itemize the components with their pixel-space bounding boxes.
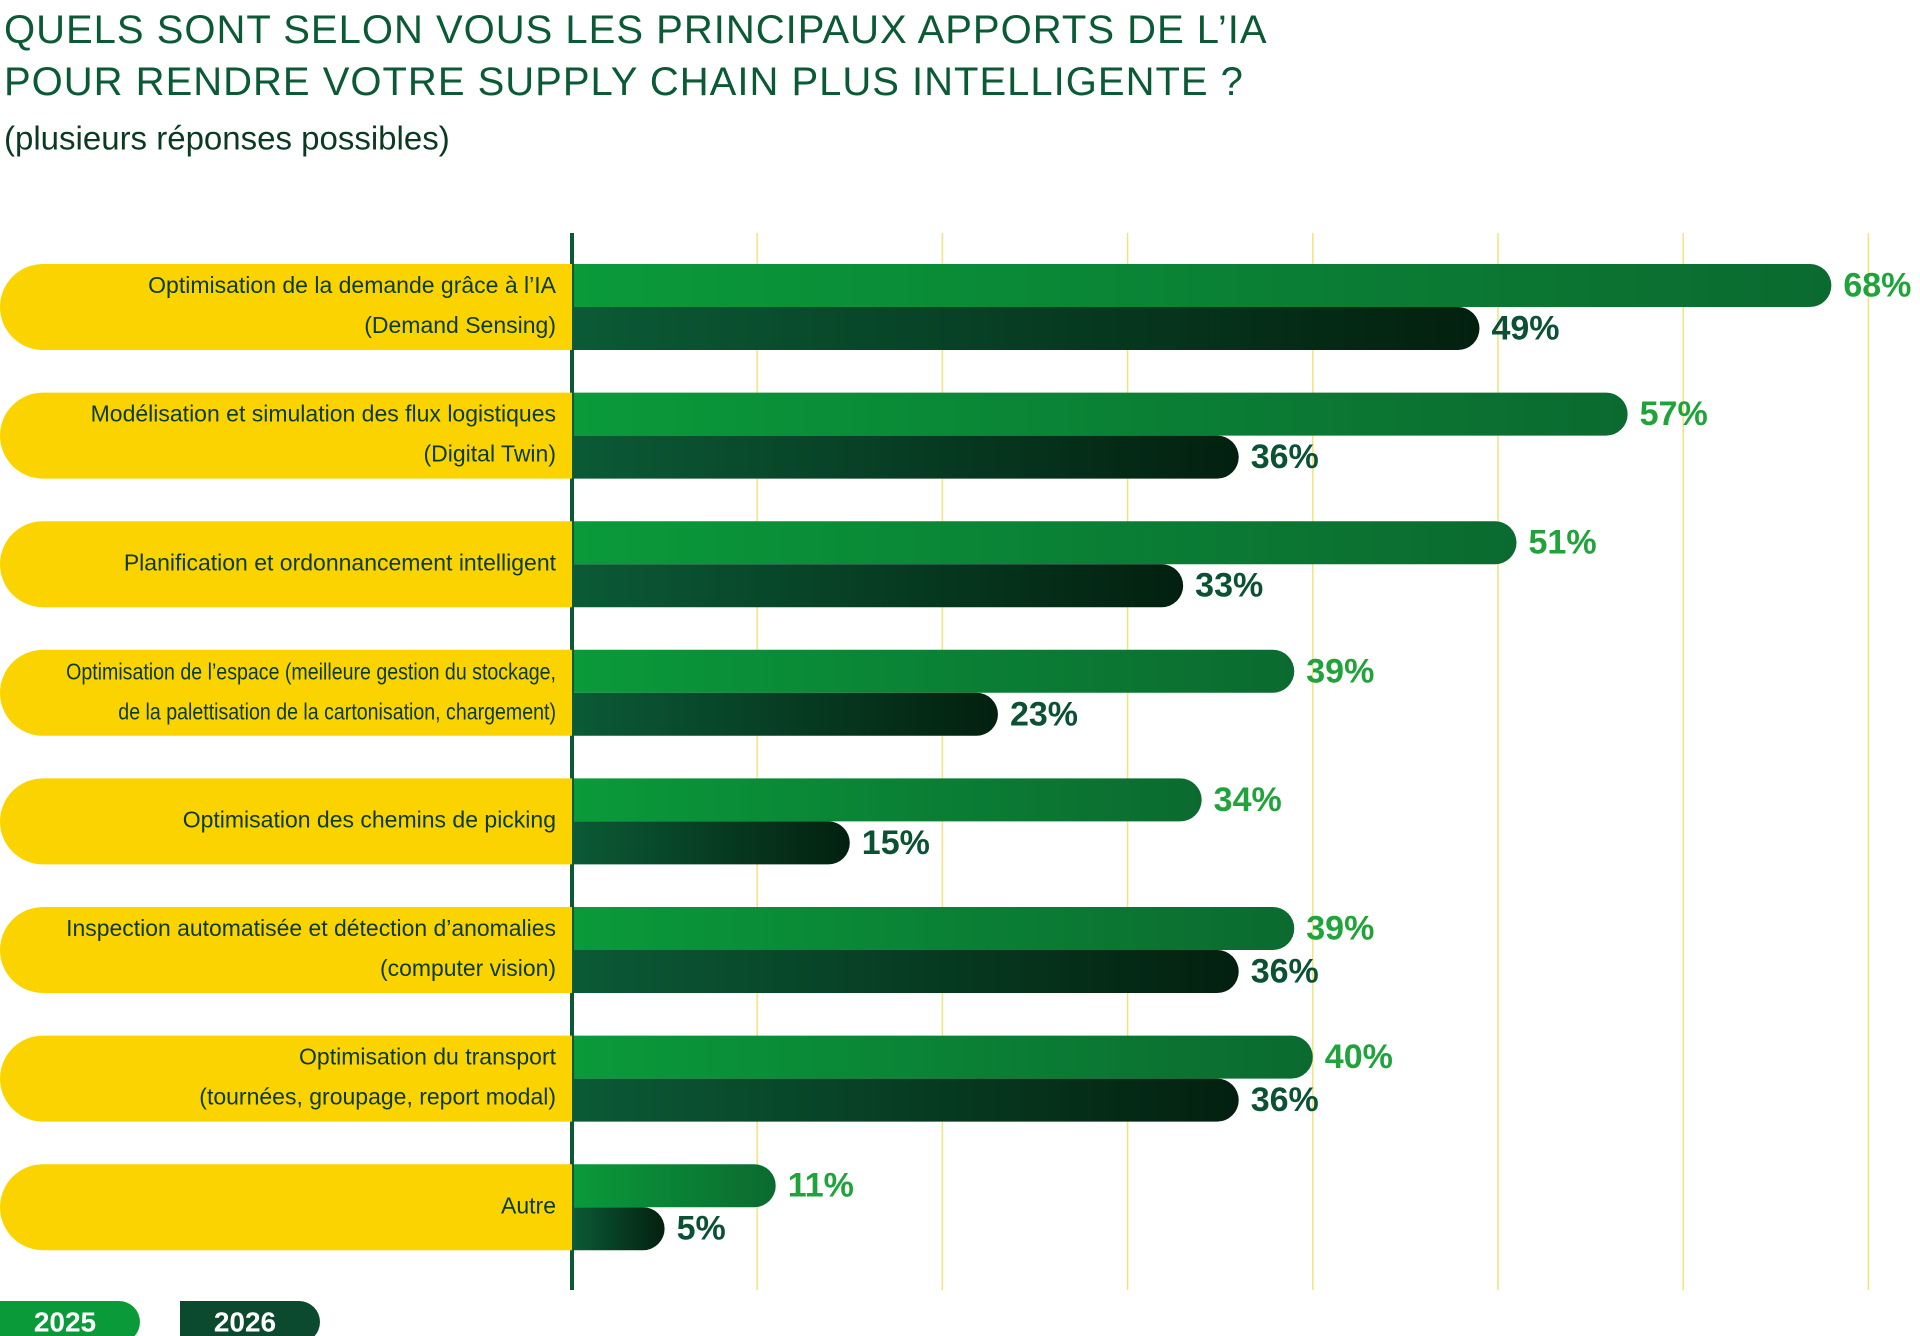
value-label: 36%: [1251, 438, 1319, 476]
value-label: 34%: [1214, 781, 1282, 819]
bar: [573, 778, 1202, 822]
bar: [574, 821, 850, 865]
bar: [574, 435, 1239, 479]
value-label: 39%: [1306, 909, 1374, 947]
bar: [574, 692, 998, 736]
category-pill: [0, 1035, 572, 1122]
legend-label: 2026: [214, 1306, 276, 1336]
category-pill: [0, 1164, 572, 1251]
bar: [574, 1078, 1239, 1122]
value-label: 68%: [1843, 266, 1911, 304]
bar: [574, 307, 1480, 350]
category-label: Optimisation des chemins de picking: [183, 806, 556, 832]
category-label: Optimisation de l’espace (meilleure gest…: [66, 658, 556, 724]
bar: [574, 392, 1628, 436]
bar: [574, 1207, 665, 1251]
value-label: 51%: [1529, 524, 1597, 562]
value-label: 36%: [1251, 1081, 1319, 1119]
chart-subtitle: (plusieurs réponses possibles): [4, 120, 450, 157]
category-label: Inspection automatisée et détection d’an…: [66, 915, 556, 981]
value-label: 23%: [1010, 695, 1078, 733]
category-label: Modélisation et simulation des flux logi…: [91, 401, 556, 467]
category-pill: [0, 778, 572, 865]
bar: [574, 1164, 776, 1208]
category-label: Autre: [501, 1192, 556, 1218]
bar: [573, 564, 1184, 608]
bar: [574, 950, 1239, 993]
bar: [574, 521, 1517, 565]
category-label: Optimisation de la demande grâce à l’IA(…: [148, 272, 556, 338]
value-label: 36%: [1251, 952, 1319, 990]
legend-label: 2025: [34, 1306, 96, 1336]
value-label: 49%: [1491, 309, 1559, 347]
bar: [574, 907, 1295, 950]
value-label: 11%: [788, 1167, 854, 1205]
bar: [574, 264, 1832, 307]
chart-title: QUELS SONT SELON VOUS LES PRINCIPAUX APP…: [4, 8, 1268, 104]
value-label: 5%: [677, 1210, 726, 1248]
category-label: Planification et ordonnancement intellig…: [124, 549, 557, 575]
value-label: 57%: [1640, 395, 1708, 433]
category-pill: [0, 649, 572, 736]
category-label: Optimisation du transport (tournées, grou…: [199, 1044, 556, 1110]
bar: [574, 1035, 1313, 1079]
category-pill: [0, 392, 572, 479]
category-pill: [0, 264, 572, 350]
value-label: 40%: [1325, 1038, 1393, 1076]
category-pill: [0, 521, 572, 608]
category-pill: [0, 907, 572, 993]
value-label: 33%: [1195, 567, 1263, 605]
legend-swatch: [0, 1301, 140, 1336]
bar: [574, 649, 1295, 693]
value-label: 39%: [1306, 652, 1374, 690]
legend-swatch: [180, 1301, 320, 1336]
value-label: 15%: [862, 824, 930, 862]
